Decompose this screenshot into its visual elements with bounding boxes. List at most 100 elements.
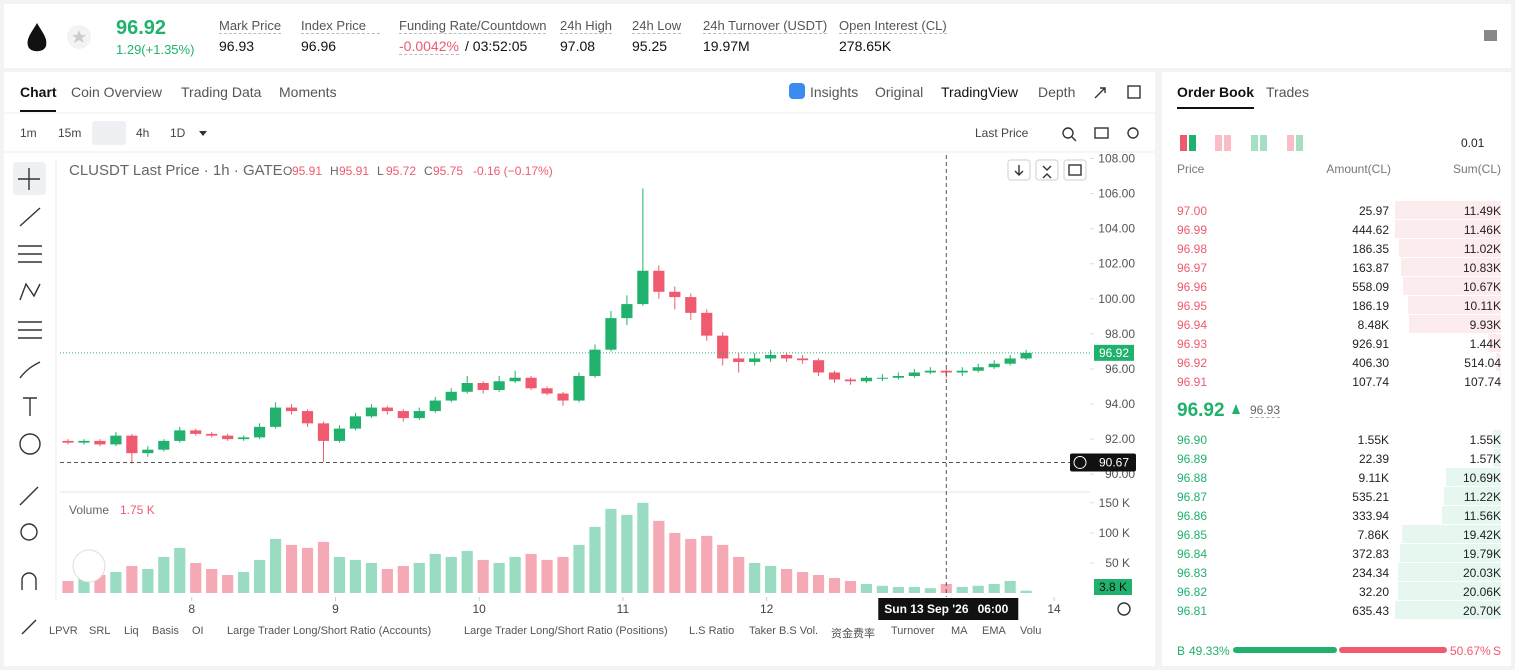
tab[interactable]: Coin Overview xyxy=(71,84,163,100)
depth-bar xyxy=(1395,220,1501,238)
candle-body xyxy=(333,428,346,441)
x-tick-label: 11 xyxy=(617,602,630,616)
ohlc-value: 95.91 xyxy=(292,164,323,178)
indicator[interactable]: Basis xyxy=(152,625,179,637)
depth-bar xyxy=(1443,487,1501,505)
volume-bar xyxy=(812,574,825,593)
indicator[interactable]: Large Trader Long/Short Ratio (Accounts) xyxy=(227,625,432,637)
volume-bar xyxy=(365,562,377,593)
indicator[interactable]: 资金费率 xyxy=(831,628,875,640)
ob-view-toggle[interactable] xyxy=(1287,135,1303,151)
indicator[interactable]: L.S Ratio xyxy=(689,625,735,637)
ob-up-arrow xyxy=(1232,404,1240,414)
last-price-box xyxy=(1094,344,1134,361)
candle-body xyxy=(110,435,122,445)
ob-sum: 20.70K xyxy=(1462,604,1501,618)
indicator[interactable]: Large Trader Long/Short Ratio (Positions… xyxy=(464,625,668,637)
view-tab[interactable]: Original xyxy=(875,84,924,100)
ob-tab[interactable]: Order Book xyxy=(1177,84,1255,109)
favorite[interactable] xyxy=(66,24,92,50)
ob-col: Price xyxy=(1177,162,1205,176)
candle-body xyxy=(126,435,138,454)
depth-bar xyxy=(1496,353,1501,371)
ob-price: 96.88 xyxy=(1177,471,1208,485)
last-price: 96.92 xyxy=(116,17,167,39)
indicator[interactable]: Volu xyxy=(1020,625,1042,637)
chart-actions[interactable] xyxy=(1007,85,1141,616)
indicator[interactable]: Liq xyxy=(124,625,139,637)
candle-body xyxy=(812,360,825,373)
x-tick-label: 8 xyxy=(188,602,195,616)
ob-view-toggle[interactable] xyxy=(1180,135,1196,151)
indicator[interactable]: OI xyxy=(192,625,204,637)
candle-body xyxy=(509,377,521,382)
precision[interactable]: 0.01 xyxy=(1461,136,1485,150)
candle-body xyxy=(701,312,713,336)
interval[interactable]: 4h xyxy=(136,126,150,140)
drawing-tools[interactable] xyxy=(18,168,42,635)
ob-amount: 635.43 xyxy=(1352,604,1389,618)
volume-title: Volume xyxy=(69,503,110,517)
view-tab[interactable]: Depth xyxy=(1038,84,1076,100)
volume-bar xyxy=(62,580,74,593)
indicator[interactable]: EMA xyxy=(982,625,1006,637)
ob-price: 96.81 xyxy=(1177,604,1208,618)
interval[interactable]: 1D xyxy=(170,126,186,140)
volume-tick-label: 50 K xyxy=(1105,556,1130,570)
ob-amount: 186.19 xyxy=(1352,299,1389,313)
depth-bar xyxy=(1487,334,1501,352)
ob-amount: 32.20 xyxy=(1358,585,1389,599)
candle-body xyxy=(445,391,457,401)
ob-col: Amount(CL) xyxy=(1326,162,1391,176)
depth-bar xyxy=(1492,449,1501,467)
ob-sum: 20.06K xyxy=(1462,585,1501,599)
ob-view-toggle[interactable] xyxy=(1215,135,1231,151)
candle-body xyxy=(557,393,569,401)
ob-price: 96.96 xyxy=(1177,280,1208,294)
indicator[interactable]: LPVR xyxy=(49,625,78,637)
ob-amount: 333.94 xyxy=(1352,509,1389,523)
candle-body xyxy=(541,388,553,394)
view-tab[interactable]: Insights xyxy=(810,84,859,100)
price-source[interactable]: Last Price xyxy=(975,126,1029,140)
candle-body xyxy=(238,437,250,440)
depth-bar xyxy=(1398,582,1501,600)
crosshair-x-box xyxy=(878,598,1019,620)
ob-sum: 9.93K xyxy=(1469,318,1501,332)
volume-bar xyxy=(78,577,90,593)
view-tab[interactable]: TradingView xyxy=(941,84,1019,100)
volume-bar xyxy=(844,580,857,593)
volume-bar xyxy=(461,550,473,593)
book-icon[interactable] xyxy=(1482,28,1500,44)
candle-body xyxy=(653,270,665,292)
interval[interactable]: 1m xyxy=(20,126,37,140)
candle-body xyxy=(269,407,282,427)
volume-bar xyxy=(749,562,761,593)
ob-amount: 8.48K xyxy=(1357,318,1389,332)
ob-view-toggle[interactable] xyxy=(1251,135,1267,151)
volume-bar xyxy=(701,535,713,593)
candle-body xyxy=(765,354,777,359)
volume-bar xyxy=(765,565,777,593)
interval[interactable]: 15m xyxy=(58,126,82,140)
ob-price: 96.82 xyxy=(1177,585,1208,599)
candle-body xyxy=(860,377,873,382)
sell-ratio-bar xyxy=(1338,647,1447,653)
indicator[interactable]: SRL xyxy=(89,625,111,637)
indicator[interactable]: Taker B.S Vol. xyxy=(749,625,819,637)
tab[interactable]: Chart xyxy=(20,84,57,100)
ob-price: 96.84 xyxy=(1177,547,1208,561)
stat-label: Funding Rate/Countdown xyxy=(399,18,547,34)
ob-tab[interactable]: Trades xyxy=(1266,84,1310,100)
x-tick-label: 9 xyxy=(332,602,339,616)
tab[interactable]: Trading Data xyxy=(181,84,262,100)
indicator[interactable]: Turnover xyxy=(891,625,935,637)
volume-bar xyxy=(381,568,393,593)
ob-sum: 10.67K xyxy=(1462,280,1501,294)
indicator[interactable]: MA xyxy=(951,625,968,637)
ob-price: 96.94 xyxy=(1177,318,1208,332)
candle-body xyxy=(940,370,952,373)
tab[interactable]: Moments xyxy=(279,84,337,100)
ob-sum: 10.11K xyxy=(1463,299,1501,313)
